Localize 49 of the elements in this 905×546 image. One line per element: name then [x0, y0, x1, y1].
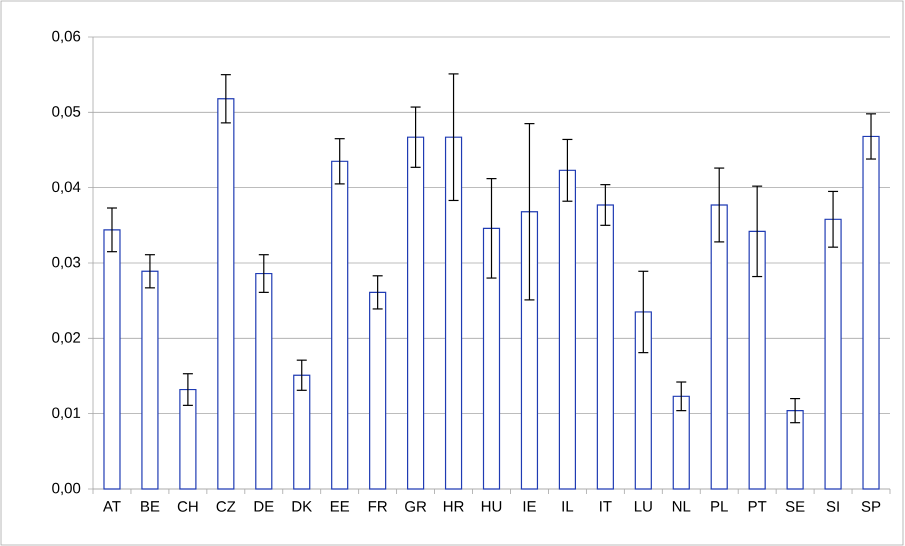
bar	[482, 228, 500, 490]
x-tick-label: CZ	[216, 501, 236, 512]
y-tick-label: 0,03	[52, 256, 80, 270]
x-tick-label: HR	[444, 501, 464, 512]
bar	[103, 229, 121, 490]
x-tick-label: SE	[786, 501, 804, 512]
bar	[824, 218, 842, 490]
x-tick-label: DK	[292, 501, 312, 512]
x-tick-label: IT	[600, 501, 612, 512]
y-tick-label: 0,06	[52, 30, 80, 44]
x-tick-label: SI	[826, 501, 839, 512]
y-tick-label: 0,04	[52, 181, 80, 194]
bar	[596, 204, 614, 490]
bar	[710, 204, 728, 490]
bar	[520, 211, 538, 490]
x-tick-label: IL	[562, 501, 574, 512]
bar	[331, 160, 348, 490]
x-tick-label: AT	[102, 501, 121, 512]
x-tick-label: HU	[482, 501, 502, 512]
bar	[634, 311, 652, 490]
x-tick-label: GR	[405, 501, 426, 512]
bar	[862, 136, 880, 490]
x-tick-label: IE	[524, 501, 536, 512]
x-tick-label: SP	[862, 501, 880, 512]
x-tick-label: CH	[178, 501, 198, 512]
x-tick-label: EE	[330, 501, 350, 512]
x-tick-label: LU	[634, 501, 652, 512]
x-tick-label: PL	[711, 501, 728, 512]
x-tick-label: BE	[141, 501, 160, 512]
bar	[748, 230, 766, 490]
x-tick-label: DE	[254, 501, 274, 512]
y-tick-label: 0,05	[52, 106, 80, 119]
bar	[293, 374, 310, 490]
y-tick-label: 0,01	[52, 407, 80, 420]
y-tick-label: 0,02	[52, 332, 80, 345]
bar	[255, 272, 272, 490]
bar	[217, 98, 234, 490]
bar	[558, 170, 576, 490]
bar	[786, 410, 804, 490]
x-tick-label: FR	[368, 501, 387, 512]
y-tick-label: 0,00	[52, 482, 80, 496]
bar	[407, 136, 424, 490]
bar	[444, 136, 462, 490]
x-tick-label: NL	[672, 501, 690, 512]
bar	[141, 270, 159, 490]
bar	[369, 292, 386, 490]
bar	[672, 396, 690, 490]
bar	[179, 388, 196, 490]
x-tick-label: PT	[748, 501, 766, 512]
